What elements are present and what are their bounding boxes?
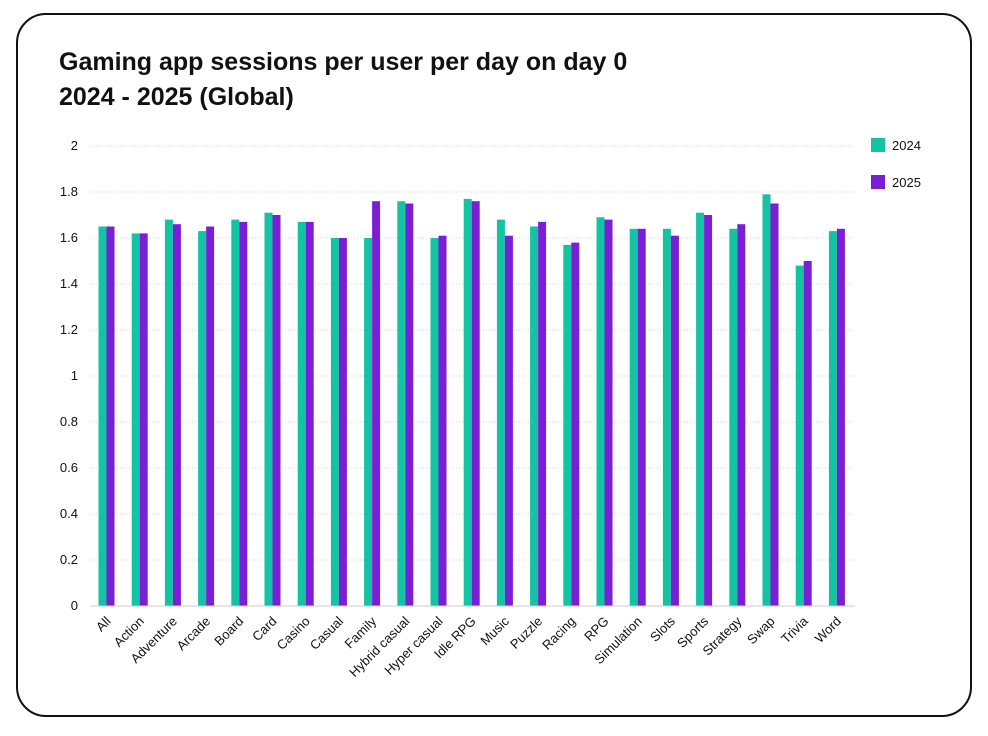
x-tick-label: Word [812, 614, 844, 646]
bar-2024 [662, 228, 671, 607]
y-tick-label: 0.6 [60, 460, 78, 475]
x-tick-label: Trivia [778, 613, 811, 646]
bar-2025 [670, 235, 679, 606]
legend-swatch-2025 [871, 175, 885, 189]
bar-2024 [596, 217, 605, 607]
x-tick-label: Casino [274, 614, 313, 653]
legend-label: 2025 [892, 175, 921, 190]
bar-2025 [405, 203, 414, 606]
y-tick-label: 0.8 [60, 414, 78, 429]
x-tick-label: Racing [539, 614, 578, 653]
y-tick-label: 0.4 [60, 506, 78, 521]
bar-2024 [264, 212, 273, 606]
bar-2024 [397, 201, 406, 606]
bar-2025 [704, 215, 713, 606]
bar-2025 [239, 221, 248, 606]
bar-2024 [430, 238, 439, 606]
x-tick-label: All [93, 613, 114, 634]
y-tick-label: 1.2 [60, 322, 78, 337]
bar-2025 [206, 226, 215, 606]
bar-2025 [372, 201, 381, 606]
bar-2025 [737, 224, 746, 606]
bar-2025 [338, 238, 347, 606]
chart-title: Gaming app sessions per user per day on … [59, 48, 628, 76]
bar-2025 [504, 235, 513, 606]
legend: 2024 2025 [871, 138, 921, 190]
bar-2024 [496, 219, 505, 606]
bar-2025 [637, 228, 646, 607]
bar-2024 [828, 231, 837, 606]
bar-2025 [471, 201, 480, 606]
bar-2025 [172, 224, 181, 606]
y-tick-label: 0 [71, 598, 78, 613]
bar-2024 [463, 198, 472, 606]
y-tick-label: 1.4 [60, 276, 78, 291]
bars [98, 194, 845, 607]
bar-2025 [272, 215, 281, 606]
bar-2024 [762, 194, 771, 607]
x-tick-label: Arcade [173, 614, 213, 654]
bar-2025 [836, 228, 845, 607]
y-tick-label: 2 [71, 138, 78, 153]
bar-2024 [729, 228, 738, 607]
x-tick-label: Swap [744, 614, 778, 648]
bar-2025 [106, 226, 115, 606]
bar-2024 [231, 219, 240, 606]
chart-subtitle: 2024 - 2025 (Global) [59, 83, 294, 111]
y-tick-label: 1.6 [60, 230, 78, 245]
bar-2025 [538, 221, 547, 606]
x-tick-label: Music [477, 613, 512, 648]
bar-2025 [571, 242, 580, 606]
bar-2025 [305, 221, 314, 606]
x-tick-label: Casual [307, 613, 346, 652]
x-tick-label: Board [211, 614, 246, 649]
legend-label: 2024 [892, 138, 921, 153]
bar-2025 [139, 233, 148, 606]
bar-2024 [364, 238, 373, 606]
bar-2024 [696, 212, 705, 606]
bar-2025 [604, 219, 613, 606]
bar-2025 [770, 203, 779, 606]
bar-2024 [131, 233, 140, 606]
y-tick-label: 0.2 [60, 552, 78, 567]
bar-2024 [198, 231, 207, 606]
bar-2024 [330, 238, 339, 606]
bar-2024 [629, 228, 638, 607]
bar-2024 [98, 226, 107, 606]
legend-swatch-2024 [871, 138, 885, 152]
bar-2025 [438, 235, 447, 606]
y-axis-tick-labels: 0 0.2 0.4 0.6 0.8 1 1.2 1.4 1.6 1.8 2 [60, 138, 78, 613]
bar-2024 [795, 265, 804, 606]
x-tick-label: Puzzle [507, 614, 545, 652]
bar-2024 [563, 244, 572, 606]
y-tick-label: 1.8 [60, 184, 78, 199]
bar-2024 [530, 226, 539, 606]
bar-2024 [297, 221, 306, 606]
y-tick-label: 1 [71, 368, 78, 383]
bar-2025 [803, 261, 812, 606]
bar-2024 [164, 219, 173, 606]
